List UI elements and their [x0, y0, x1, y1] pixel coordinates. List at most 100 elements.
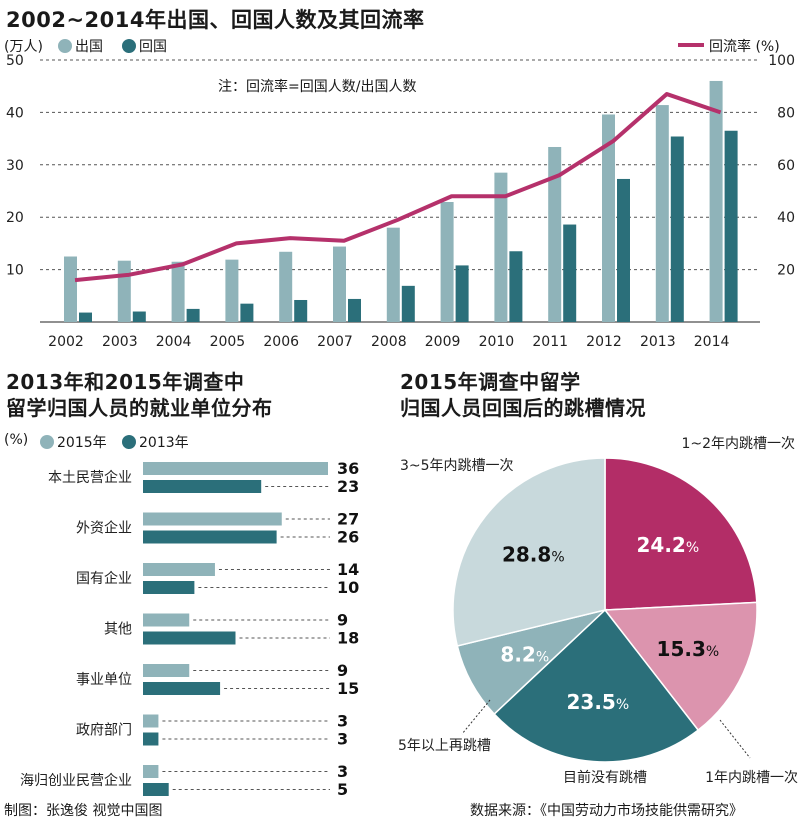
chart2-title-line2: 留学归国人员的就业单位分布 [6, 396, 273, 420]
value-2013: 3 [337, 730, 348, 749]
category-label: 本土民营企业 [48, 469, 132, 486]
bar-2013 [143, 631, 236, 645]
chart1-svg: 10 20 30 40 50 20 40 60 80 100 2002 2003 2004 2005 200… [6, 53, 795, 350]
chart1-legend-back: 回国 [122, 36, 167, 56]
bar-out [117, 260, 131, 322]
value-2013: 15 [337, 679, 359, 698]
chart1-legend-out: 出国 [58, 36, 103, 56]
value-2015: 27 [337, 510, 359, 529]
value-2013: 26 [337, 528, 359, 547]
bar-out [602, 114, 615, 322]
bar-back [509, 251, 523, 322]
bar-back [724, 130, 738, 322]
value-2015: 9 [337, 661, 348, 680]
x-tick-label: 2004 [156, 334, 192, 350]
bar-back [240, 303, 254, 322]
pie-percent-sign: % [706, 644, 719, 660]
legend-rate-swatch [678, 43, 704, 47]
pie-slice [493, 608, 700, 763]
value-2013: 10 [337, 578, 359, 597]
value-2015: 3 [337, 762, 348, 781]
category-label: 其他 [104, 622, 132, 638]
bar-2015 [143, 563, 215, 576]
bar-2013 [143, 530, 277, 544]
bar-back [670, 136, 684, 322]
pie-category-label: 1年内跳槽一次 [705, 770, 798, 786]
y-left-tick-label: 40 [6, 105, 24, 121]
value-2013: 23 [337, 477, 359, 496]
value-2015: 14 [337, 560, 359, 579]
y-left-tick-label: 20 [6, 210, 24, 226]
y-left-tick-label: 10 [6, 263, 24, 279]
x-tick-label: 2010 [479, 334, 515, 350]
bar-out [494, 172, 508, 322]
value-2015: 36 [337, 459, 359, 478]
category-label: 海归创业民营企业 [20, 772, 132, 789]
chart1-unit-label: (万人) [4, 39, 43, 55]
bar-back [617, 178, 630, 322]
x-tick-label: 2003 [102, 334, 138, 350]
chart2-unit-label: (%) [4, 432, 29, 448]
x-tick-label: 2002 [48, 334, 84, 350]
x-tick-label: 2009 [425, 334, 461, 350]
x-tick-label: 2014 [694, 334, 730, 350]
value-2013: 5 [337, 780, 348, 799]
x-tick-label: 2013 [640, 334, 676, 350]
category-label: 国有企业 [76, 570, 132, 587]
x-tick-label: 2007 [317, 334, 353, 350]
pie-category-label: 5年以上再跳槽 [398, 738, 491, 754]
pie-percent-sign: % [686, 540, 699, 556]
pie-slice [604, 457, 758, 611]
pie-category-label: 1~2年内跳槽一次 [681, 436, 795, 452]
chart2-title-line1: 2013年和2015年调查中 [6, 370, 245, 394]
bar-out [225, 259, 239, 322]
value-2015: 3 [337, 712, 348, 731]
legend-back-label: 回国 [139, 39, 167, 55]
y-right-tick-label: 100 [768, 53, 795, 69]
chart3-svg: 24.2%15.3%23.5%8.2%28.8%1~2年内跳槽一次1年内跳槽一次… [398, 436, 798, 786]
bar-2015 [143, 462, 328, 475]
bar-back [348, 298, 361, 322]
bar-2013 [143, 732, 159, 746]
chart1-title: 2002~2014年出国、回国人数及其回流率 [6, 8, 425, 32]
chart1-note: 注：回流率=回国人数/出国人数 [218, 79, 417, 95]
legend-back-swatch [122, 39, 136, 53]
pie-value-label: 15.3% [657, 637, 720, 661]
bar-2013 [143, 480, 262, 493]
legend-2015-label: 2015年 [57, 435, 107, 451]
y-right-tick-label: 80 [777, 105, 795, 121]
y-right-tick-label: 60 [777, 158, 795, 174]
category-label: 外资企业 [76, 520, 132, 537]
bar-2015 [143, 613, 190, 627]
bar-2013 [143, 581, 195, 594]
category-label: 事业单位 [76, 672, 132, 688]
x-tick-label: 2012 [586, 334, 622, 350]
x-tick-label: 2005 [210, 334, 246, 350]
chart3-title-line1: 2015年调查中留学 [400, 370, 581, 394]
line-rate [74, 92, 722, 283]
pie-slice [452, 457, 606, 647]
pie-percent-sign: % [536, 649, 549, 665]
legend-2013-label: 2013年 [139, 435, 189, 451]
value-2013: 18 [337, 629, 359, 648]
x-tick-label: 2011 [532, 334, 568, 350]
pie-slice [603, 601, 758, 732]
chart3-title-line2: 归国人员回国后的跳槽情况 [400, 396, 646, 420]
footer-source: 数据来源：《中国劳动力市场技能供需研究》 [470, 803, 743, 819]
pie-leader-line [719, 719, 751, 759]
pie-leader-line [461, 699, 491, 735]
bar-out [279, 251, 293, 322]
bar-back [455, 265, 469, 322]
bar-2015 [143, 765, 159, 778]
legend-rate-label: 回流率 (%) [709, 39, 780, 55]
pie-category-label: 目前没有跳槽 [563, 769, 647, 786]
y-right-tick-label: 20 [777, 263, 795, 279]
y-left-tick-label: 30 [6, 158, 24, 174]
footer-credit: 制图：张逸俊 视觉中国图 [4, 803, 163, 819]
bar-2013 [143, 783, 169, 796]
y-right-tick-label: 40 [777, 210, 795, 226]
pie-percent-sign: % [616, 697, 629, 713]
pie-percent-sign: % [551, 550, 564, 566]
pie-category-label: 3~5年内跳槽一次 [400, 458, 514, 474]
